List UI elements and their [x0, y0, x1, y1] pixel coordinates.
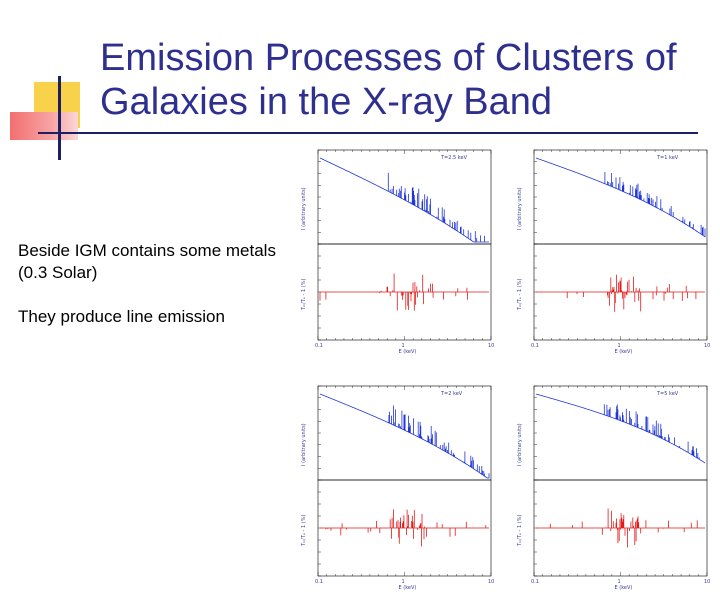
temperature-label: T=5 keV — [656, 391, 679, 397]
x-tick-label: 0.1 — [531, 343, 539, 349]
slide-body: Beside IGM contains some metals (0.3 Sol… — [18, 240, 278, 350]
x-tick-label: 10 — [488, 343, 494, 349]
spectrum-panel-top-right: T=1 keV E (keV) 0.1 1 10 I (arbitrary units) T… — [512, 144, 717, 356]
residual-series-line — [320, 509, 489, 547]
x-tick-label: 1 — [402, 343, 405, 349]
x-tick-label: 1 — [402, 579, 405, 585]
bullet-metals: Beside IGM contains some metals (0.3 Sol… — [18, 241, 276, 282]
y-axis-label-upper: I (arbitrary units) — [301, 423, 307, 466]
upper-plot-frame — [533, 385, 708, 481]
x-tick-label: 0.1 — [531, 579, 539, 585]
y-axis-label-lower: Tₘ/Tₑ - 1 (%) — [301, 515, 307, 547]
spectrum-chart: T=1 keV E (keV) 0.1 1 10 I (arbitrary units) T… — [517, 149, 710, 355]
x-axis-label: E (keV) — [615, 585, 633, 591]
slide-title: Emission Processes of Clusters of Galaxi… — [100, 37, 677, 123]
spectrum-series-line — [535, 157, 706, 238]
x-tick-label: 1 — [618, 343, 621, 349]
residual-series-line — [536, 508, 705, 548]
upper-plot-frame — [533, 149, 708, 245]
x-tick-label: 10 — [704, 579, 710, 585]
spectrum-series-line — [319, 393, 490, 479]
spectrum-chart: T=2.5 keV E (keV) 0.1 1 10 I (arbitrary units… — [301, 149, 494, 355]
residual-series-line — [319, 273, 489, 311]
y-axis-label-upper: I (arbitrary units) — [301, 187, 307, 230]
temperature-label: T=2.5 keV — [440, 155, 468, 161]
y-axis-label-lower: Tₘ/Tₑ - 1 (%) — [517, 515, 523, 547]
x-tick-label: 10 — [704, 343, 710, 349]
upper-plot-frame — [317, 385, 492, 481]
y-axis-label-lower: Tₘ/Tₑ - 1 (%) — [517, 279, 523, 311]
bullet-line-emission: They produce line emission — [18, 307, 225, 326]
decorative-red-bar — [10, 112, 78, 140]
x-axis-label: E (keV) — [399, 349, 417, 355]
spectrum-chart: T=2 keV E (keV) 0.1 1 10 I (arbitrary units) T… — [301, 385, 494, 591]
x-axis-label: E (keV) — [399, 585, 417, 591]
decorative-vertical-rule — [58, 76, 61, 160]
x-axis-label: E (keV) — [615, 349, 633, 355]
spectrum-chart: T=5 keV E (keV) 0.1 1 10 I (arbitrary units) T… — [517, 385, 710, 591]
title-underline-rule — [38, 132, 698, 134]
x-tick-label: 1 — [618, 579, 621, 585]
y-axis-label-upper: I (arbitrary units) — [517, 423, 523, 466]
x-tick-label: 0.1 — [315, 343, 323, 349]
y-axis-label-upper: I (arbitrary units) — [517, 187, 523, 230]
temperature-label: T=2 keV — [440, 391, 463, 397]
spectrum-series-line — [319, 157, 489, 243]
spectrum-panel-top-left: T=2.5 keV E (keV) 0.1 1 10 I (arbitrary units… — [296, 144, 501, 356]
spectrum-panel-bottom-right: T=5 keV E (keV) 0.1 1 10 I (arbitrary units) T… — [512, 380, 717, 592]
residual-series-line — [536, 274, 705, 312]
spectrum-series-line — [535, 393, 706, 464]
x-tick-label: 10 — [488, 579, 494, 585]
spectrum-panel-bottom-left: T=2 keV E (keV) 0.1 1 10 I (arbitrary units) T… — [296, 380, 501, 592]
temperature-label: T=1 keV — [656, 155, 679, 161]
x-tick-label: 0.1 — [315, 579, 323, 585]
y-axis-label-lower: Tₘ/Tₑ - 1 (%) — [301, 279, 307, 311]
